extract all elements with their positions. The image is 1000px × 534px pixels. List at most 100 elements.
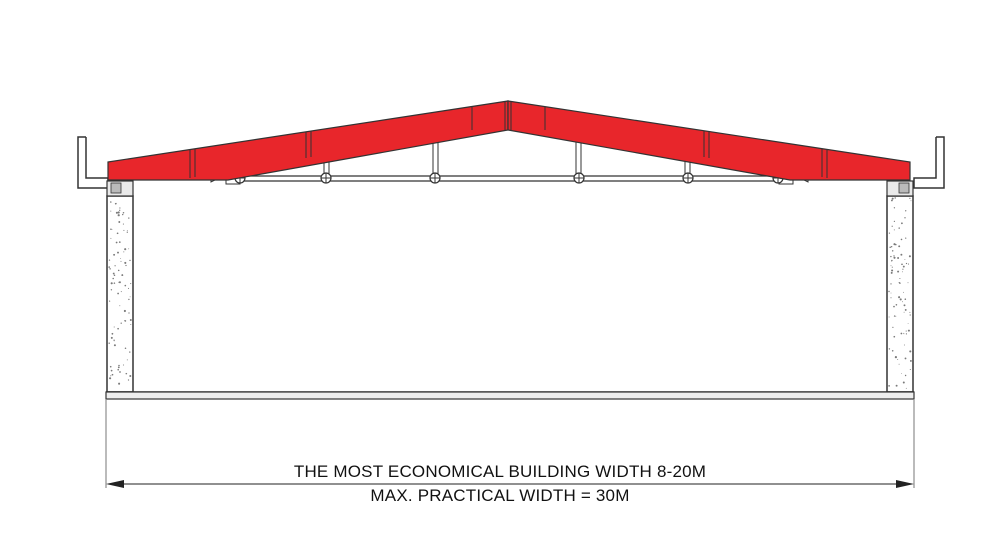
concrete-speckle [890, 255, 892, 258]
concrete-speckle [909, 368, 911, 371]
concrete-speckle [112, 277, 114, 280]
concrete-speckle [897, 270, 900, 273]
concrete-speckle [909, 311, 911, 313]
concrete-speckle [907, 282, 909, 284]
concrete-speckle [129, 319, 132, 321]
dimension-caption-primary: THE MOST ECONOMICAL BUILDING WIDTH 8-20M [293, 462, 707, 481]
concrete-speckle [125, 264, 127, 267]
concrete-speckle [901, 263, 903, 266]
concrete-speckle [120, 291, 122, 293]
concrete-speckle [894, 356, 897, 359]
concrete-speckle [118, 281, 120, 283]
concrete-speckle [119, 207, 121, 209]
concrete-speckle [124, 320, 126, 322]
concrete-speckle [128, 248, 130, 250]
concrete-speckle [904, 374, 907, 377]
concrete-speckle [113, 282, 116, 284]
concrete-speckle [110, 336, 113, 339]
concrete-speckle [909, 350, 912, 353]
concrete-speckle [905, 330, 907, 332]
concrete-speckle [890, 245, 893, 248]
concrete-speckle [890, 283, 892, 285]
concrete-speckle [119, 305, 121, 307]
concrete-speckle [110, 369, 113, 372]
concrete-speckle [118, 221, 121, 223]
concrete-speckle [901, 222, 903, 225]
concrete-speckle [130, 283, 132, 285]
left-wall-speckle [108, 201, 132, 385]
concrete-speckle [109, 377, 112, 380]
concrete-speckle [108, 266, 111, 268]
concrete-speckle [127, 379, 130, 381]
concrete-speckle [893, 243, 896, 246]
concrete-speckle [895, 384, 898, 387]
concrete-speckle [905, 237, 907, 239]
concrete-speckle [909, 359, 912, 362]
concrete-speckle [890, 297, 892, 299]
concrete-speckle [893, 315, 896, 317]
concrete-speckle [891, 259, 893, 262]
concrete-speckle [130, 323, 132, 326]
concrete-speckle [903, 304, 906, 307]
concrete-speckle [123, 251, 125, 253]
concrete-speckle [893, 220, 896, 223]
concrete-speckle [123, 309, 126, 313]
roof-rafters [107, 100, 911, 181]
concrete-speckle [120, 258, 122, 259]
concrete-speckle [113, 253, 116, 256]
bottom-tie-chord [210, 171, 809, 185]
dimension-caption-secondary: MAX. PRACTICAL WIDTH = 30M [370, 486, 630, 505]
concrete-speckle [898, 245, 901, 248]
concrete-speckle [110, 228, 112, 231]
concrete-speckle [890, 199, 893, 202]
concrete-speckle [900, 253, 903, 256]
concrete-speckle [121, 274, 124, 277]
concrete-speckle [124, 248, 127, 251]
concrete-speckle [118, 281, 121, 284]
concrete-speckle [110, 210, 112, 212]
concrete-speckle [889, 246, 891, 249]
floor-slab [105, 391, 915, 400]
concrete-speckle [119, 209, 121, 211]
concrete-speckle [891, 250, 894, 252]
concrete-speckle [124, 261, 127, 264]
concrete-speckle [893, 305, 895, 308]
concrete-speckle [122, 364, 125, 366]
arrowhead-left-icon [106, 480, 124, 488]
concrete-speckle [110, 237, 112, 239]
concrete-speckle [895, 315, 897, 317]
concrete-speckle [898, 363, 900, 365]
concrete-speckle [129, 375, 132, 377]
concrete-speckle [124, 284, 127, 287]
concrete-speckle [898, 281, 900, 284]
concrete-speckle [891, 225, 893, 227]
concrete-speckle [126, 231, 128, 233]
concrete-speckle [902, 268, 904, 270]
left-wall-column [106, 180, 134, 393]
concrete-speckle [902, 301, 903, 303]
concrete-speckle [903, 311, 905, 313]
concrete-speckle [117, 214, 120, 217]
concrete-speckle [891, 269, 894, 272]
concrete-speckle [888, 385, 890, 387]
concrete-speckle [109, 365, 112, 368]
concrete-speckle [904, 357, 907, 360]
concrete-speckle [893, 256, 896, 259]
concrete-speckle [117, 368, 119, 371]
concrete-speckle [117, 269, 120, 272]
concrete-speckle [110, 201, 112, 203]
concrete-speckle [893, 229, 895, 231]
concrete-speckle [113, 339, 115, 341]
concrete-speckle [910, 200, 912, 202]
concrete-speckle [904, 298, 907, 300]
concrete-speckle [129, 351, 131, 353]
concrete-speckle [888, 316, 890, 318]
concrete-speckle [128, 298, 130, 301]
concrete-speckle [904, 217, 906, 219]
concrete-speckle [118, 241, 121, 243]
concrete-speckle [893, 255, 895, 257]
concrete-speckle [126, 359, 128, 361]
concrete-speckle [123, 229, 125, 231]
concrete-speckle [114, 265, 116, 267]
